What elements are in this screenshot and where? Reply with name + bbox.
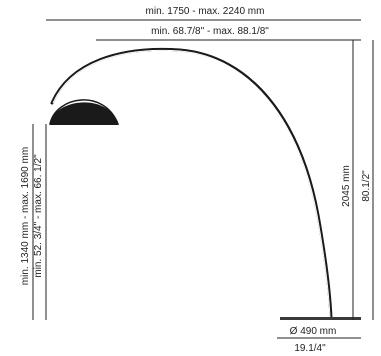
right-dimension-mm-label: 2045 mm <box>341 165 352 207</box>
top-dimension-mm-label: min. 1750 - max. 2240 mm <box>146 6 265 17</box>
lamp-base <box>280 317 361 320</box>
top-dimension-in-label: min. 68.7/8" - max. 88.1/8" <box>151 26 269 37</box>
left-dimension-in-label: min. 52. 3/4" - max. 66. 1/2" <box>33 154 44 278</box>
base-dimension-mm-label: Ø 490 mm <box>290 326 337 337</box>
lamp-shade <box>49 99 120 125</box>
lamp-arm-highlight <box>52 49 331 319</box>
lamp-arm <box>50 47 333 320</box>
right-dimension-in-label: 80.1/2" <box>361 170 372 202</box>
base-dimension-in-label: 19.1/4" <box>294 343 326 354</box>
left-dimension-mm-label: min. 1340 mm - max. 1690 mm <box>20 147 31 285</box>
